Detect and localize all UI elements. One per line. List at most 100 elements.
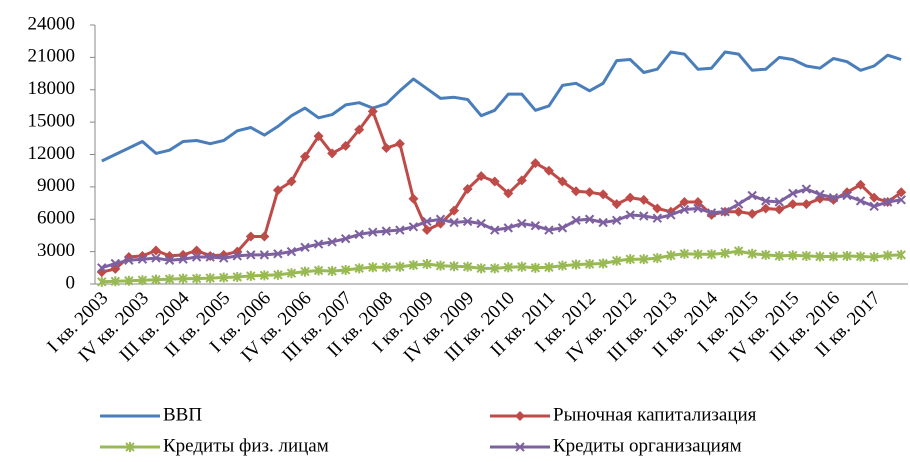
marker-shape xyxy=(774,204,785,215)
marker-shape xyxy=(530,262,541,273)
marker-shape xyxy=(313,239,324,249)
y-tick-label: 0 xyxy=(66,272,76,293)
marker-shape xyxy=(693,203,703,214)
marker-shape xyxy=(788,188,798,199)
marker xyxy=(150,245,161,256)
marker xyxy=(855,179,866,190)
marker xyxy=(747,190,757,201)
marker-shape xyxy=(219,253,229,263)
series-line xyxy=(101,109,903,274)
marker-shape xyxy=(259,250,270,260)
marker xyxy=(882,250,893,261)
series-line xyxy=(101,50,902,163)
marker-shape xyxy=(489,176,500,187)
marker xyxy=(368,262,378,273)
marker-shape xyxy=(557,260,568,271)
marker-shape xyxy=(679,196,690,207)
marker xyxy=(381,143,392,154)
marker xyxy=(110,258,121,269)
marker xyxy=(151,253,161,263)
marker-shape xyxy=(408,193,419,204)
marker xyxy=(774,197,784,207)
marker xyxy=(571,259,581,270)
marker xyxy=(205,273,215,284)
marker xyxy=(815,251,825,262)
y-tick-label: 9000 xyxy=(37,175,75,196)
marker xyxy=(300,266,310,277)
marker xyxy=(178,273,188,284)
marker xyxy=(652,253,663,264)
marker-shape xyxy=(232,251,242,261)
marker xyxy=(246,270,256,281)
marker xyxy=(462,184,473,195)
marker xyxy=(178,254,188,264)
marker-shape xyxy=(476,263,486,274)
marker xyxy=(273,269,283,280)
marker-shape xyxy=(178,273,188,284)
marker-shape xyxy=(706,208,717,218)
y-tick-label: 3000 xyxy=(37,240,75,261)
marker xyxy=(625,192,636,203)
marker-shape xyxy=(515,411,525,421)
marker xyxy=(300,151,311,162)
series-line xyxy=(101,249,902,284)
marker-shape xyxy=(747,190,757,201)
marker-shape xyxy=(150,245,161,256)
marker-shape xyxy=(272,185,283,196)
marker xyxy=(286,246,297,257)
marker xyxy=(557,223,568,233)
marker xyxy=(530,158,541,169)
marker xyxy=(503,223,513,233)
marker-shape xyxy=(733,206,744,217)
marker xyxy=(801,250,812,261)
marker xyxy=(503,262,513,273)
marker-shape xyxy=(449,217,459,228)
marker xyxy=(515,442,525,452)
marker xyxy=(761,196,771,206)
marker xyxy=(435,260,446,271)
marker-shape xyxy=(855,251,866,262)
marker xyxy=(368,227,378,237)
marker-shape xyxy=(300,242,310,253)
marker-shape xyxy=(449,261,459,272)
marker xyxy=(490,225,500,235)
marker-shape xyxy=(462,184,473,195)
marker-shape xyxy=(151,253,161,263)
marker xyxy=(598,189,609,200)
marker-shape xyxy=(869,252,879,263)
marker-shape xyxy=(720,248,730,259)
marker-shape xyxy=(625,254,635,265)
marker-shape xyxy=(421,225,432,236)
legend-label: Кредиты организациям xyxy=(553,435,742,456)
marker-shape xyxy=(259,270,270,281)
marker-shape xyxy=(232,271,242,282)
marker-shape xyxy=(245,231,256,242)
marker xyxy=(828,192,839,203)
marker xyxy=(598,258,608,269)
marker-shape xyxy=(761,196,771,206)
marker xyxy=(340,140,351,151)
marker xyxy=(232,271,242,282)
marker-shape xyxy=(679,204,690,215)
marker-shape xyxy=(855,179,866,190)
marker-shape xyxy=(246,250,256,260)
marker xyxy=(733,199,744,209)
marker-shape xyxy=(598,217,608,228)
marker xyxy=(557,176,568,187)
marker xyxy=(733,206,744,217)
marker xyxy=(896,187,907,198)
marker-shape xyxy=(747,208,758,219)
marker xyxy=(313,265,324,276)
marker-shape xyxy=(110,276,121,287)
marker xyxy=(395,225,405,235)
marker xyxy=(273,249,283,259)
marker xyxy=(151,274,161,285)
marker-shape xyxy=(354,124,365,135)
marker xyxy=(774,204,785,215)
marker xyxy=(666,210,676,220)
marker xyxy=(435,214,446,224)
marker xyxy=(286,176,297,187)
marker xyxy=(137,250,148,261)
marker xyxy=(367,106,378,117)
marker-shape xyxy=(435,260,446,271)
